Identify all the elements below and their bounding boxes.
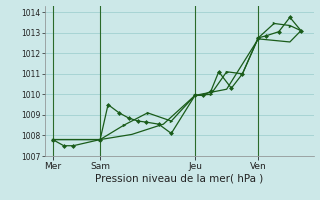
X-axis label: Pression niveau de la mer( hPa ): Pression niveau de la mer( hPa ) <box>95 173 263 183</box>
